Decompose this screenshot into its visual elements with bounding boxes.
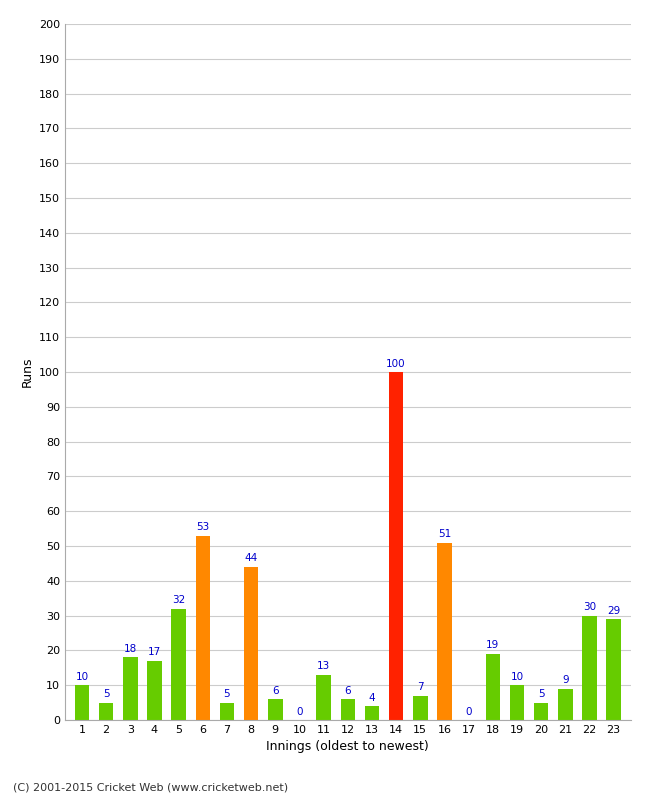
Text: 44: 44: [244, 554, 257, 563]
Text: 13: 13: [317, 662, 330, 671]
Text: 0: 0: [296, 706, 303, 717]
Bar: [534, 702, 549, 720]
Text: 6: 6: [272, 686, 279, 696]
Bar: [123, 658, 138, 720]
Text: 51: 51: [438, 529, 451, 539]
Bar: [196, 535, 210, 720]
Bar: [365, 706, 379, 720]
Text: 18: 18: [124, 644, 137, 654]
Bar: [244, 567, 258, 720]
Text: 10: 10: [75, 672, 88, 682]
Text: 10: 10: [510, 672, 523, 682]
Bar: [75, 685, 89, 720]
Bar: [99, 702, 113, 720]
Bar: [437, 542, 452, 720]
Text: 32: 32: [172, 595, 185, 605]
Text: 9: 9: [562, 675, 569, 685]
X-axis label: Innings (oldest to newest): Innings (oldest to newest): [266, 741, 429, 754]
Bar: [147, 661, 162, 720]
Bar: [606, 619, 621, 720]
Bar: [220, 702, 234, 720]
Text: 5: 5: [103, 689, 109, 699]
Text: 19: 19: [486, 640, 499, 650]
Text: 5: 5: [538, 689, 545, 699]
Text: (C) 2001-2015 Cricket Web (www.cricketweb.net): (C) 2001-2015 Cricket Web (www.cricketwe…: [13, 782, 288, 792]
Bar: [341, 699, 355, 720]
Bar: [268, 699, 283, 720]
Text: 4: 4: [369, 693, 375, 702]
Text: 53: 53: [196, 522, 209, 532]
Text: 100: 100: [386, 358, 406, 369]
Text: 5: 5: [224, 689, 230, 699]
Bar: [582, 616, 597, 720]
Bar: [317, 674, 331, 720]
Text: 30: 30: [583, 602, 596, 612]
Bar: [558, 689, 573, 720]
Bar: [510, 685, 524, 720]
Bar: [413, 696, 428, 720]
Y-axis label: Runs: Runs: [20, 357, 33, 387]
Text: 0: 0: [465, 706, 472, 717]
Text: 7: 7: [417, 682, 424, 692]
Bar: [389, 372, 404, 720]
Text: 6: 6: [344, 686, 351, 696]
Text: 17: 17: [148, 647, 161, 658]
Text: 29: 29: [607, 606, 620, 616]
Bar: [172, 609, 186, 720]
Bar: [486, 654, 500, 720]
